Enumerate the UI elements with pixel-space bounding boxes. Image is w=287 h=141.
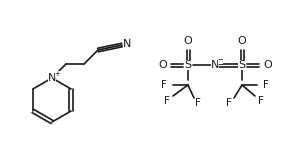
Text: O: O bbox=[159, 60, 167, 70]
Text: O: O bbox=[238, 36, 246, 46]
Text: F: F bbox=[195, 98, 201, 108]
Text: N: N bbox=[123, 39, 131, 49]
Text: F: F bbox=[226, 98, 232, 108]
Text: O: O bbox=[264, 60, 272, 70]
Text: F: F bbox=[258, 96, 264, 106]
Text: F: F bbox=[161, 80, 167, 90]
Text: S: S bbox=[185, 60, 191, 70]
Text: −: − bbox=[218, 58, 224, 63]
Text: F: F bbox=[164, 96, 170, 106]
Text: S: S bbox=[238, 60, 246, 70]
Text: O: O bbox=[184, 36, 192, 46]
Text: N: N bbox=[48, 73, 56, 83]
Text: N: N bbox=[211, 60, 219, 70]
Text: +: + bbox=[55, 71, 61, 77]
Text: F: F bbox=[263, 80, 269, 90]
